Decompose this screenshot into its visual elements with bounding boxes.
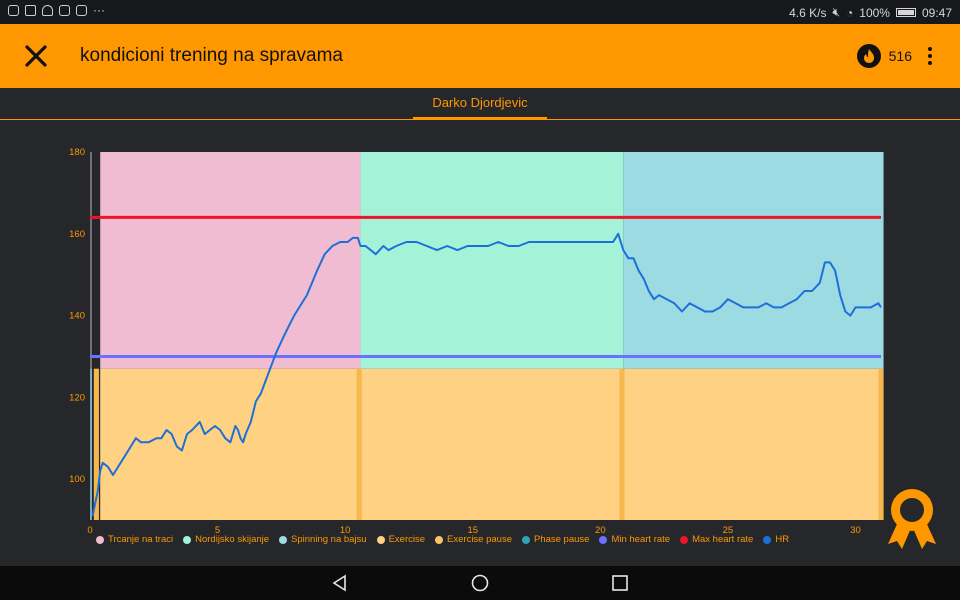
battery-percent: 100% xyxy=(859,5,890,20)
heart-rate-chart: 100 120 140 160 180 0 5 10 15 20 25 30 xyxy=(0,120,960,566)
legend-item[interactable]: Nordijsko skijanje xyxy=(183,534,269,545)
legend-label: Exercise pause xyxy=(447,534,512,545)
legend-item[interactable]: Exercise pause xyxy=(435,534,512,545)
tab-participant[interactable]: Darko Djordjevic xyxy=(413,88,547,119)
home-icon xyxy=(471,574,489,592)
net-speed: 4.6 K/s xyxy=(789,5,827,20)
x-tick-label: 25 xyxy=(723,525,734,536)
legend-swatch xyxy=(376,535,385,544)
legend-label: Max heart rate xyxy=(692,534,754,545)
flame-icon xyxy=(856,44,881,68)
legend-label: Phase pause xyxy=(533,534,590,545)
x-tick-label: 30 xyxy=(850,525,861,536)
x-tick-label: 10 xyxy=(340,525,351,536)
legend-swatch xyxy=(279,535,288,544)
pause-band-2 xyxy=(356,368,362,520)
back-button[interactable] xyxy=(328,572,352,594)
y-tick-label: 140 xyxy=(69,311,85,322)
legend-item[interactable]: HR xyxy=(763,534,789,545)
x-tick-label: 20 xyxy=(595,525,606,536)
y-tick-label: 120 xyxy=(69,392,85,403)
status-bar: ··· 4.6 K/s 🔇︎ ◔ 100% 09:47 xyxy=(0,0,960,24)
photo-icon xyxy=(76,5,87,16)
pause-band-4 xyxy=(878,368,884,520)
legend-swatch xyxy=(599,535,608,544)
legend-item[interactable]: Trcanje na traci xyxy=(96,534,173,545)
legend-label: Exercise xyxy=(388,534,426,545)
exercise-band xyxy=(100,368,884,520)
award-button[interactable] xyxy=(884,486,940,550)
close-icon xyxy=(25,45,47,67)
clock: 09:47 xyxy=(921,5,952,20)
legend-swatch xyxy=(680,535,689,544)
legend-item[interactable]: Phase pause xyxy=(521,534,590,545)
award-icon xyxy=(888,489,936,549)
calorie-counter[interactable]: 516 xyxy=(856,44,912,68)
more-options-button[interactable] xyxy=(920,44,940,68)
legend-swatch xyxy=(96,535,104,544)
legend-label: Spinning na bajsu xyxy=(291,534,367,545)
page-title: kondicioni trening na spravama xyxy=(80,45,343,66)
hr-series-line xyxy=(91,232,882,517)
legend-swatch xyxy=(183,535,192,544)
x-tick-label: 15 xyxy=(467,525,478,536)
wifi-icon: ◔ xyxy=(846,5,854,20)
more-notifications: ··· xyxy=(93,3,105,17)
message-icon xyxy=(25,5,36,16)
legend-item[interactable]: Min heart rate xyxy=(599,534,670,545)
home-button[interactable] xyxy=(468,572,492,594)
chess-icon xyxy=(42,5,53,16)
legend-label: Trcanje na traci xyxy=(108,534,174,545)
x-tick-label: 0 xyxy=(87,525,92,536)
phase-band-1 xyxy=(100,152,361,369)
legend-label: Min heart rate xyxy=(611,534,671,545)
y-tick-label: 180 xyxy=(69,147,85,158)
legend-swatch xyxy=(521,535,530,544)
x-tick-label: 5 xyxy=(215,525,220,536)
system-nav-bar xyxy=(0,566,960,600)
phase-band-2 xyxy=(360,152,624,369)
app-bar: kondicioni trening na spravama 516 xyxy=(0,24,960,88)
phase-band-3 xyxy=(623,152,884,369)
notification-icons: ··· xyxy=(8,3,105,17)
pause-band-3 xyxy=(619,368,625,520)
back-icon xyxy=(332,574,346,592)
mute-icon: 🔇︎ xyxy=(832,5,841,19)
calorie-value: 516 xyxy=(888,48,912,64)
legend-item[interactable]: Exercise xyxy=(376,534,426,545)
close-button[interactable] xyxy=(18,38,54,74)
recents-icon xyxy=(612,575,628,591)
legend-label: HR xyxy=(775,534,790,545)
tab-bar: Darko Djordjevic xyxy=(0,88,960,120)
legend-item[interactable]: Max heart rate xyxy=(680,534,753,545)
pause-band-1 xyxy=(93,368,99,520)
chart-legend: Trcanje na traci Nordijsko skijanje Spinni… xyxy=(96,534,789,545)
y-tick-label: 160 xyxy=(69,229,85,240)
battery-icon xyxy=(895,8,916,17)
y-tick-label: 100 xyxy=(69,474,85,485)
gallery-icon xyxy=(59,5,70,16)
legend-swatch xyxy=(763,535,772,544)
chart-svg: 100 120 140 160 180 0 5 10 15 20 25 30 xyxy=(69,147,884,536)
legend-item[interactable]: Spinning na bajsu xyxy=(279,534,367,545)
system-status: 4.6 K/s 🔇︎ ◔ 100% 09:47 xyxy=(789,5,952,20)
legend-label: Nordijsko skijanje xyxy=(195,534,270,545)
instagram-icon xyxy=(8,5,19,16)
more-vert-icon xyxy=(928,47,932,51)
legend-swatch xyxy=(435,535,444,544)
recents-button[interactable] xyxy=(608,572,632,594)
